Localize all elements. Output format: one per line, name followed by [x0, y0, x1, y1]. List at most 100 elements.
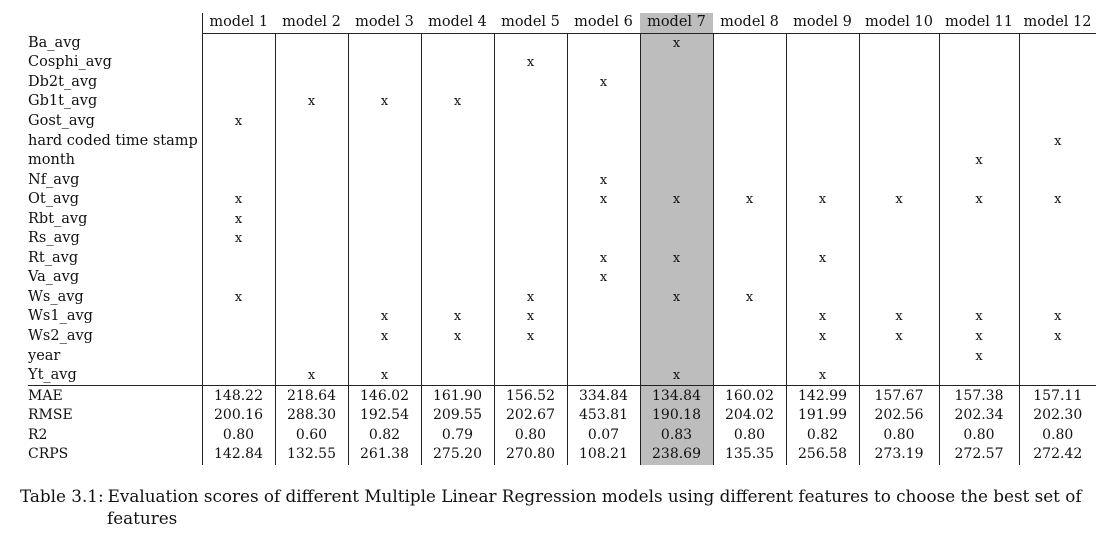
feature-name: Va_avg — [28, 269, 80, 286]
feature-cell — [201, 131, 275, 151]
feature-cell — [566, 131, 640, 151]
metric-name: CRPS — [28, 446, 69, 463]
feature-cell: x — [1018, 189, 1096, 210]
feature-row: Gb1t_avg x x x — [28, 92, 1096, 112]
metric-value: 160.02 — [712, 385, 786, 406]
feature-cell — [1018, 53, 1096, 73]
feature-cell — [938, 229, 1019, 249]
selected-mark: x — [975, 309, 983, 325]
feature-cell — [785, 33, 859, 54]
feature-cell — [274, 229, 348, 249]
selected-mark: x — [453, 94, 462, 110]
feature-cell — [420, 33, 494, 54]
metric-value: 200.16 — [201, 405, 275, 426]
feature-cell — [858, 53, 939, 73]
feature-cell — [566, 150, 640, 171]
metric-name: R2 — [28, 426, 48, 443]
feature-cell — [347, 111, 421, 132]
feature-cell — [639, 209, 713, 230]
feature-cell — [566, 346, 640, 366]
feature-cell: x — [639, 365, 713, 386]
feature-cell — [493, 92, 567, 112]
feature-cell — [274, 326, 348, 347]
selected-mark: x — [526, 289, 535, 305]
column-header-5: model 5 — [494, 13, 567, 34]
feature-cell: x — [420, 92, 494, 112]
feature-cell — [274, 287, 348, 308]
feature-row: hard coded time stamp x — [28, 131, 1096, 151]
feature-cell — [858, 150, 939, 171]
feature-row: Nf_avg x — [28, 170, 1096, 190]
feature-cell: x — [493, 53, 567, 73]
feature-row: Va_avg x — [28, 268, 1096, 288]
feature-cell: x — [201, 111, 275, 132]
feature-cell — [712, 365, 786, 386]
selected-mark: x — [599, 192, 608, 208]
feature-cell: x — [201, 287, 275, 308]
feature-cell: x — [785, 365, 859, 386]
metric-value: 334.84 — [566, 385, 640, 406]
feature-cell — [566, 33, 640, 54]
feature-cell — [347, 170, 421, 190]
feature-cell — [493, 268, 567, 288]
feature-row: year x — [28, 346, 1096, 366]
feature-cell — [938, 209, 1019, 230]
feature-name: month — [28, 152, 75, 169]
column-header-6: model 6 — [567, 13, 640, 34]
metric-value: 0.80 — [493, 425, 567, 446]
feature-cell — [712, 92, 786, 112]
feature-name: Yt_avg — [28, 367, 77, 384]
feature-cell — [201, 268, 275, 288]
header-corner-cell — [28, 13, 202, 33]
feature-cell — [493, 189, 567, 210]
feature-row: Ws_avg x x x x — [28, 287, 1096, 308]
feature-cell: x — [938, 307, 1019, 327]
feature-name: Cosphi_avg — [28, 54, 112, 71]
feature-cell — [1018, 111, 1096, 132]
feature-cell — [858, 131, 939, 151]
feature-cell — [712, 150, 786, 171]
feature-cell: x — [712, 189, 786, 210]
selected-mark: x — [895, 329, 903, 345]
metric-value: 132.55 — [274, 445, 348, 465]
feature-cell — [201, 307, 275, 327]
metric-value: 161.90 — [420, 385, 494, 406]
feature-cell: x — [566, 248, 640, 269]
feature-name: Db2t_avg — [28, 73, 98, 90]
feature-cell — [858, 92, 939, 112]
feature-cell — [858, 287, 939, 308]
feature-cell — [566, 53, 640, 73]
feature-cell — [566, 307, 640, 327]
selected-mark: x — [380, 329, 389, 345]
metric-value: 273.19 — [858, 445, 939, 465]
feature-cell — [274, 111, 348, 132]
feature-cell: x — [347, 326, 421, 347]
feature-cell — [493, 209, 567, 230]
feature-cell — [493, 131, 567, 151]
metric-value: 0.82 — [347, 425, 421, 446]
selected-mark: x — [526, 329, 535, 345]
selected-mark: x — [818, 309, 827, 325]
feature-cell — [938, 53, 1019, 73]
feature-cell — [347, 268, 421, 288]
feature-cell — [938, 92, 1019, 112]
feature-row: Ba_avg x — [28, 33, 1096, 54]
feature-cell — [1018, 150, 1096, 171]
feature-cell: x — [347, 92, 421, 112]
feature-cell — [347, 150, 421, 171]
feature-cell — [274, 150, 348, 171]
selected-mark: x — [599, 172, 608, 188]
selected-mark: x — [234, 114, 243, 129]
metric-value: 202.30 — [1018, 405, 1096, 426]
feature-cell — [201, 53, 275, 73]
metric-value: 272.57 — [938, 445, 1019, 465]
feature-cell — [785, 346, 859, 366]
selected-mark: x — [745, 192, 754, 208]
caption-text-line1: Evaluation scores of different Multiple … — [107, 486, 1082, 506]
feature-row: Cosphi_avg x — [28, 53, 1096, 73]
metric-value: 238.69 — [639, 445, 713, 465]
feature-cell: x — [566, 72, 640, 93]
feature-cell: x — [1018, 131, 1096, 151]
metric-value: 256.58 — [785, 445, 859, 465]
feature-cell: x — [858, 326, 939, 347]
